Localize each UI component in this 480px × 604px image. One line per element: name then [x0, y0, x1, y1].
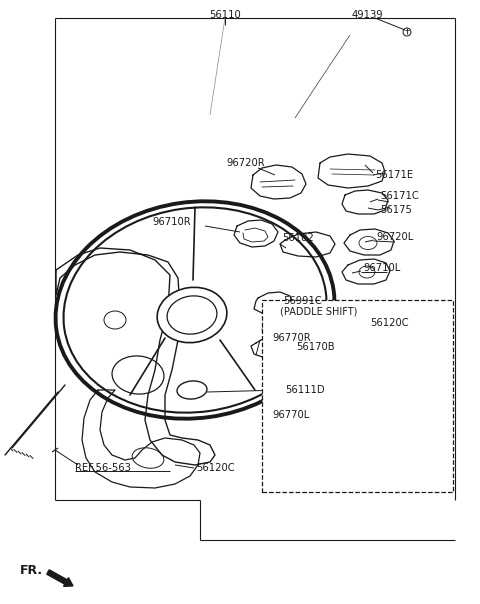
Text: (PADDLE SHIFT): (PADDLE SHIFT) [280, 306, 358, 316]
Ellipse shape [157, 288, 227, 342]
Text: 96710R: 96710R [152, 217, 191, 227]
Text: 56182: 56182 [282, 233, 314, 243]
Text: 56170B: 56170B [296, 342, 335, 352]
Text: 49139: 49139 [352, 10, 384, 20]
Text: 56171C: 56171C [380, 191, 419, 201]
Text: 56111D: 56111D [285, 385, 324, 395]
Text: 56991C: 56991C [283, 296, 322, 306]
Text: 56175: 56175 [380, 205, 412, 215]
Text: 56120C: 56120C [370, 318, 408, 328]
Text: 96720R: 96720R [226, 158, 264, 168]
Text: 56120C: 56120C [196, 463, 235, 473]
Text: REF.56-563: REF.56-563 [75, 463, 131, 473]
Text: 96720L: 96720L [376, 232, 413, 242]
Text: 96770L: 96770L [272, 410, 309, 420]
Text: 96710L: 96710L [363, 263, 400, 273]
Text: 56171E: 56171E [375, 170, 413, 180]
Bar [262, 300, 453, 492]
FancyArrow shape [47, 570, 73, 586]
Text: 96770R: 96770R [272, 333, 311, 343]
Text: 56110: 56110 [209, 10, 241, 20]
Text: FR.: FR. [20, 564, 43, 576]
